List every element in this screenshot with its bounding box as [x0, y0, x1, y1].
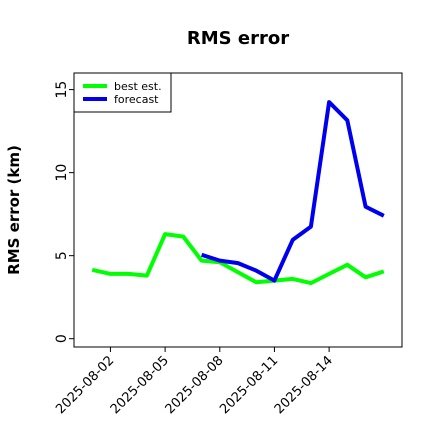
x-tick-label: 2025-08-14 — [272, 353, 336, 417]
y-axis: 0 5 10 15 — [54, 81, 74, 343]
series-line-forecast — [200, 100, 385, 283]
chart-title: RMS error — [187, 28, 289, 49]
y-tick-label: 0 — [54, 334, 70, 343]
legend-label: forecast — [114, 93, 159, 106]
series-layer — [91, 100, 385, 286]
y-tick-label: 15 — [54, 81, 70, 99]
legend: best est.forecast — [73, 72, 172, 113]
series-line-best-est — [91, 232, 385, 286]
legend-label: best est. — [114, 80, 162, 93]
x-axis: 2025-08-022025-08-052025-08-082025-08-11… — [53, 347, 336, 417]
y-axis-label: RMS error (km) — [5, 145, 23, 275]
legend-box — [73, 72, 172, 113]
y-tick-label: 5 — [54, 251, 70, 260]
plot-area — [73, 72, 403, 348]
y-tick-label: 10 — [54, 164, 70, 182]
